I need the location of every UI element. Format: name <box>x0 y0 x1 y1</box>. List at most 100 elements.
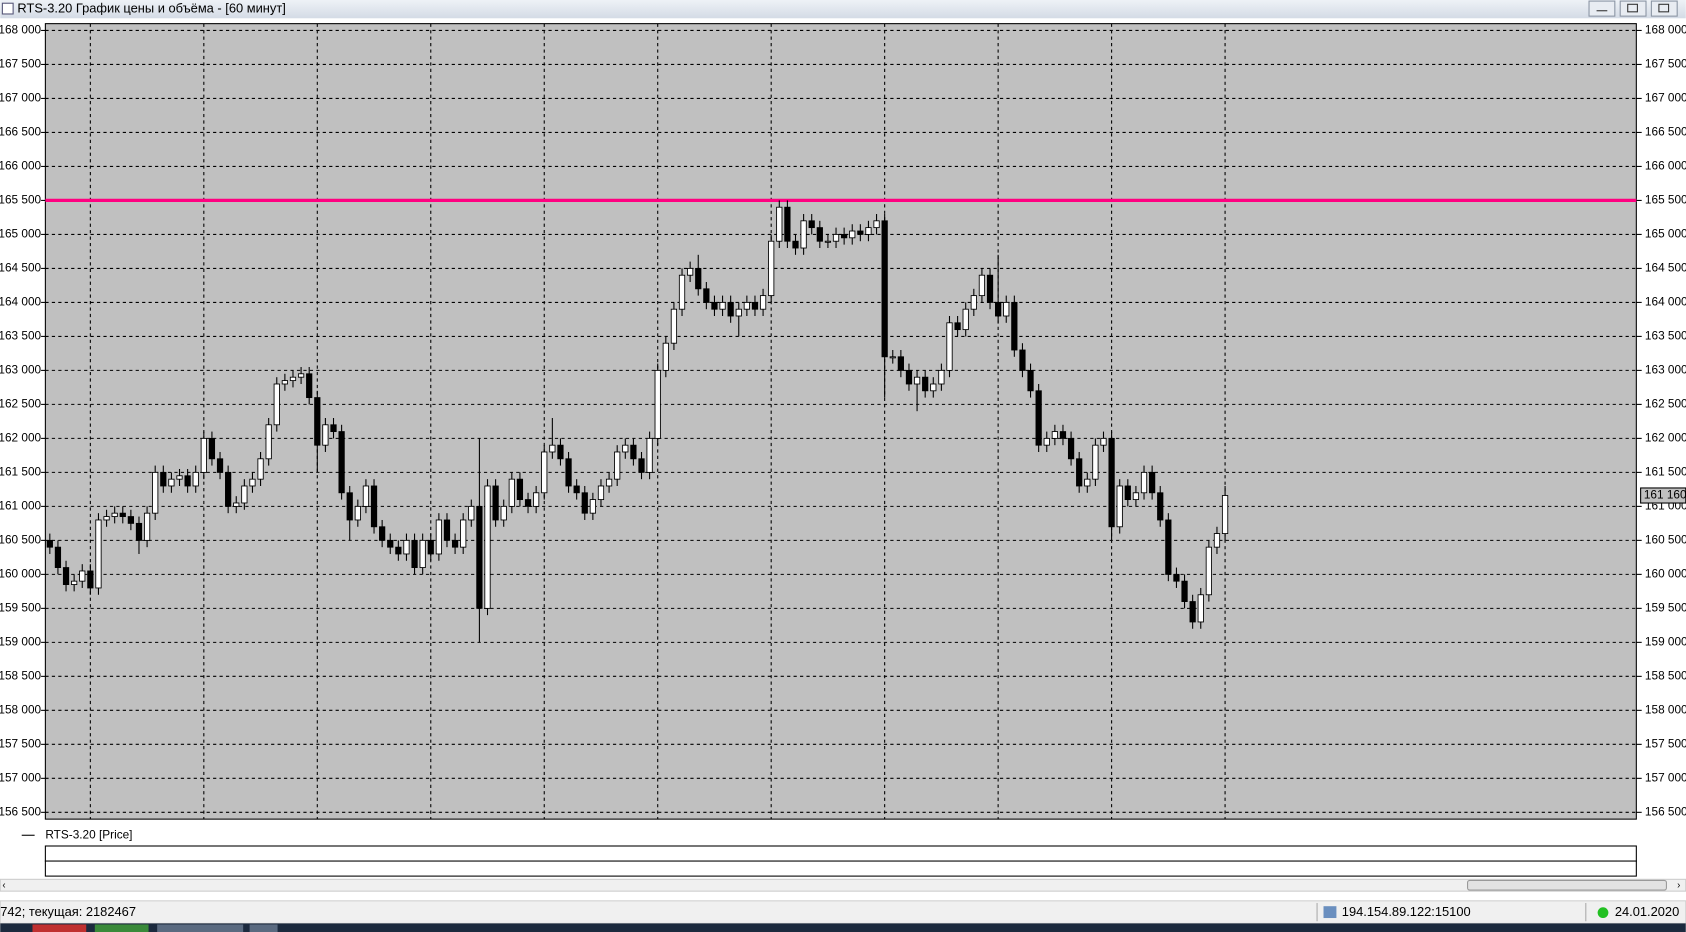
candle-body <box>1205 546 1212 596</box>
candle-body <box>930 383 937 392</box>
candle-body <box>176 475 183 480</box>
candle-body <box>784 206 791 242</box>
candle-body <box>1108 437 1115 528</box>
candle-body <box>589 499 596 514</box>
candle-body <box>354 505 361 521</box>
candle-body <box>946 322 953 371</box>
y-tick-label: 164 000 <box>0 295 41 309</box>
y-tick-label: 164 500 <box>0 261 41 275</box>
candle-body <box>468 505 475 521</box>
candle-body <box>500 505 507 521</box>
scroll-right[interactable]: › <box>1677 880 1680 891</box>
y-tick-label: 166 500 <box>0 125 41 139</box>
candle-body <box>443 519 451 541</box>
taskbar-button[interactable] <box>249 924 278 932</box>
y-tick-label-right: 162 500 <box>1645 397 1686 411</box>
candle-body <box>776 206 783 242</box>
candle-body <box>695 267 702 290</box>
restore-icon <box>1627 3 1638 13</box>
candle-body <box>857 230 864 235</box>
candle-body <box>759 295 767 310</box>
close-icon <box>1658 3 1670 13</box>
y-tick-label-right: 164 500 <box>1645 261 1686 275</box>
scroll-left[interactable]: ‹ <box>2 880 5 891</box>
candle-body <box>711 301 718 310</box>
candle-body <box>970 295 977 310</box>
candle-body <box>1059 431 1067 439</box>
candle-body <box>225 471 232 507</box>
y-tick-label-right: 158 500 <box>1645 668 1686 682</box>
candle-body <box>257 458 264 480</box>
y-tick-label-right: 162 000 <box>1645 431 1686 445</box>
taskbar-button[interactable] <box>94 924 149 932</box>
candle-body <box>597 485 605 501</box>
window-buttons[interactable] <box>1588 0 1678 17</box>
network-icon <box>1323 906 1337 919</box>
candle-body <box>605 478 613 487</box>
candle-body <box>281 380 288 385</box>
candle-body <box>573 485 580 494</box>
candle-body <box>1140 471 1148 494</box>
taskbar <box>0 923 1686 932</box>
candle-body <box>54 546 62 568</box>
candle-body <box>703 288 710 303</box>
candle-body <box>103 516 110 521</box>
candle-body <box>995 301 1002 317</box>
y-tick-label-right: 156 500 <box>1645 804 1686 818</box>
y-tick-label: 158 500 <box>0 668 41 682</box>
candle-body <box>143 512 151 541</box>
candle-body <box>1149 471 1156 494</box>
candle-body <box>541 451 548 494</box>
time-axis-lower <box>44 860 1637 877</box>
candle-body <box>986 274 994 303</box>
candle-body <box>1092 444 1099 480</box>
candle-body <box>492 485 499 521</box>
taskbar-button[interactable] <box>32 924 87 932</box>
y-tick-label-right: 161 500 <box>1645 465 1686 479</box>
candle-body <box>913 376 921 385</box>
candle-body <box>484 485 491 609</box>
candle-body <box>687 267 694 276</box>
candle-body <box>719 301 726 310</box>
candle-body <box>792 240 799 249</box>
candle-body <box>889 356 896 359</box>
taskbar-button[interactable] <box>157 924 244 932</box>
candle-body <box>95 519 102 589</box>
scrollbar[interactable] <box>0 878 1686 892</box>
candle-body <box>768 240 775 297</box>
candle-body <box>824 240 832 243</box>
y-tick-label-right: 166 000 <box>1645 159 1686 173</box>
candle-body <box>1173 573 1180 582</box>
y-tick-label: 156 500 <box>0 804 41 818</box>
candle-body <box>881 220 888 358</box>
y-tick-label: 162 500 <box>0 397 41 411</box>
restore-button[interactable] <box>1619 0 1647 17</box>
candle-body <box>524 499 532 507</box>
y-tick-label: 157 500 <box>0 736 41 750</box>
y-tick-label-right: 158 000 <box>1645 702 1686 716</box>
status-date: 24.01.2020 <box>1615 904 1679 919</box>
candle-body <box>565 458 572 487</box>
candle-body <box>1213 533 1221 548</box>
close-button[interactable] <box>1650 0 1678 17</box>
y-tick-label: 166 000 <box>0 159 41 173</box>
candle-body <box>978 274 986 297</box>
connection-indicator <box>1597 907 1609 919</box>
candle-body <box>1051 431 1058 439</box>
candle-body <box>1076 458 1083 487</box>
candle-body <box>922 376 929 392</box>
candle-body <box>62 567 70 585</box>
candle-body <box>646 437 653 473</box>
candle-body <box>460 519 467 548</box>
time-axis <box>44 845 1637 862</box>
y-tick-label: 162 000 <box>0 431 41 445</box>
candle-body <box>897 356 904 371</box>
candle-body <box>800 220 807 249</box>
candle-body <box>370 485 378 528</box>
candle-body <box>1084 478 1091 487</box>
candle-body <box>1100 437 1107 446</box>
candle-body <box>306 373 313 399</box>
scroll-thumb[interactable] <box>1467 879 1667 891</box>
minimize-button[interactable] <box>1588 0 1616 17</box>
